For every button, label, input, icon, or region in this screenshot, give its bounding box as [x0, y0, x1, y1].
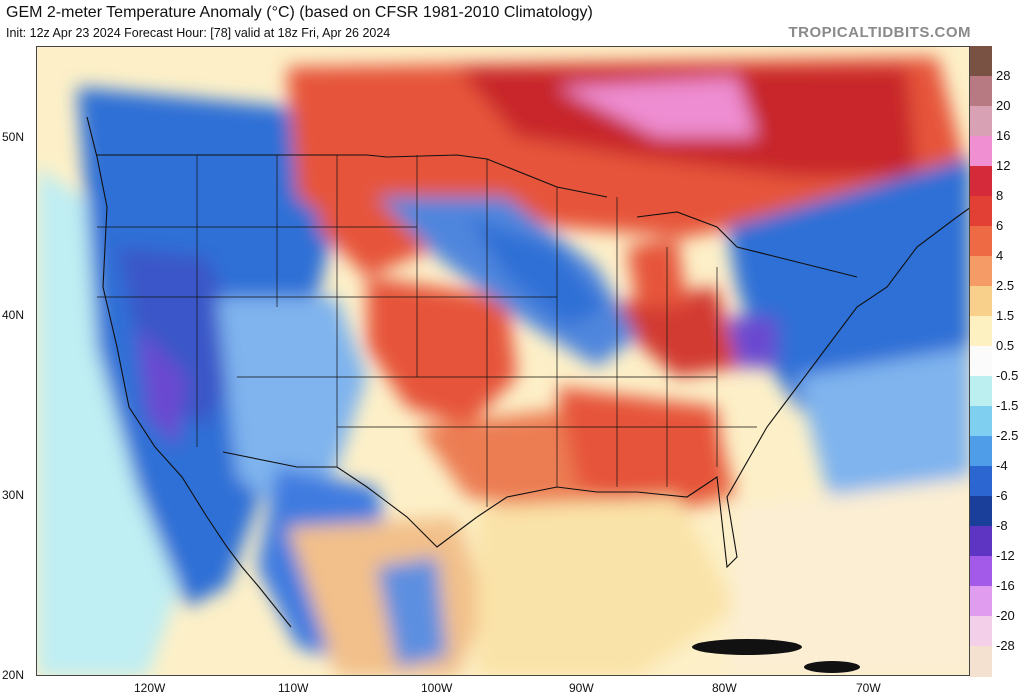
colorbar-swatch	[970, 526, 992, 557]
great-lakes-edge	[636, 211, 858, 278]
colorbar-label: -6	[996, 488, 1008, 503]
colorbar-label: 12	[996, 158, 1011, 173]
chart-title: GEM 2-meter Temperature Anomaly (°C) (ba…	[6, 4, 593, 21]
colorbar-label: -20	[996, 608, 1015, 623]
colorbar-label: -12	[996, 548, 1015, 563]
colorbar-label: 20	[996, 98, 1011, 113]
lon-label-100w: 100W	[421, 681, 453, 695]
colorbar-label: -28	[996, 638, 1015, 653]
colorbar-swatch	[970, 166, 992, 197]
colorbar-swatch	[970, 586, 992, 617]
boundaries	[86, 116, 969, 628]
colorbar-swatch	[970, 226, 992, 257]
site-brand[interactable]: TROPICALTIDBITS.COM	[788, 24, 971, 41]
lon-label-90w: 90W	[569, 681, 594, 695]
colorbar-swatch	[970, 136, 992, 167]
colorbar-swatch	[970, 346, 992, 377]
us-canada-border	[97, 154, 608, 198]
colorbar-swatch	[970, 376, 992, 407]
anomaly-field	[37, 57, 969, 675]
lat-label-30n: 30N	[2, 488, 25, 502]
map-svg	[37, 47, 969, 675]
lat-label-40n: 40N	[2, 308, 25, 322]
colorbar-label: -4	[996, 458, 1008, 473]
colorbar-swatch	[970, 496, 992, 527]
color-scale: 28 20 16 12 8 6 4 2.5 1.5 0.5 -0.5 -1.5 -2.5 -4 -6 -8 -1…	[970, 46, 1024, 677]
colorbar-swatch	[970, 76, 992, 107]
colorbar-label: -16	[996, 578, 1015, 593]
colorbar-swatch	[970, 286, 992, 317]
gulf-atlantic-coastline	[476, 207, 969, 569]
colorbar-swatch	[970, 616, 992, 647]
lon-label-80w: 80W	[712, 681, 737, 695]
colorbar-swatch	[970, 106, 992, 137]
state-lines	[196, 155, 718, 507]
colorbar-swatch	[970, 646, 992, 677]
lon-label-110w: 110W	[278, 681, 309, 695]
state-lines-horizontal	[97, 226, 757, 428]
west-coastline	[86, 116, 292, 628]
colorbar-swatch	[970, 316, 992, 347]
lon-label-70w: 70W	[856, 681, 881, 695]
colorbar-label: 4	[996, 248, 1004, 263]
us-mexico-border	[222, 451, 478, 548]
caribbean-islands	[692, 639, 860, 673]
colorbar-swatch	[970, 436, 992, 467]
colorbar-label: 16	[996, 128, 1011, 143]
colorbar-label: 8	[996, 188, 1004, 203]
colorbar-label: -2.5	[996, 428, 1019, 443]
colorbar-swatch	[970, 406, 992, 437]
colorbar-label: 1.5	[996, 308, 1015, 323]
colorbar-swatch	[970, 46, 992, 77]
lat-label-50n: 50N	[2, 130, 25, 144]
colorbar-label: 0.5	[996, 338, 1015, 353]
colorbar-swatch	[970, 556, 992, 587]
anomaly-map[interactable]	[36, 46, 970, 676]
lon-label-120w: 120W	[134, 681, 166, 695]
colorbar-swatch	[970, 196, 992, 227]
run-info: Init: 12z Apr 23 2024 Forecast Hour: [78…	[6, 26, 391, 40]
colorbar-swatch	[970, 466, 992, 497]
colorbar-label: 2.5	[996, 278, 1015, 293]
colorbar-label: -0.5	[996, 368, 1019, 383]
colorbar-label: 6	[996, 218, 1004, 233]
lat-label-20n: 20N	[2, 668, 25, 682]
colorbar-label: 28	[996, 68, 1011, 83]
colorbar-label: -1.5	[996, 398, 1019, 413]
colorbar-label: -8	[996, 518, 1008, 533]
colorbar-swatch	[970, 256, 992, 287]
